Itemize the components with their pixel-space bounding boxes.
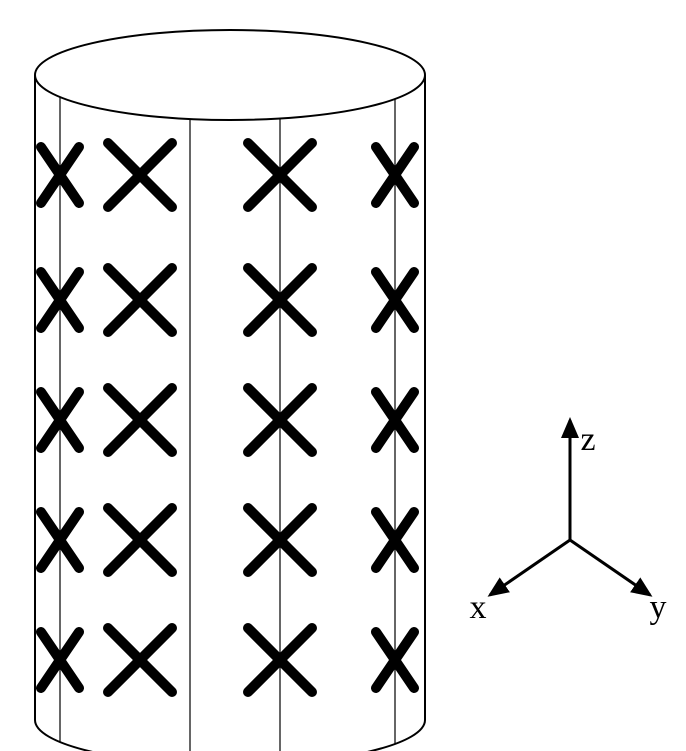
y-axis <box>570 540 650 595</box>
cylinder-diagram: z x y <box>0 0 686 751</box>
cylinder-top-ellipse <box>35 30 425 120</box>
z-axis-label: z <box>580 421 595 458</box>
cylinder <box>35 30 425 751</box>
x-axis <box>490 540 570 595</box>
cylinder-body <box>35 75 425 751</box>
x-axis-label: x <box>470 589 487 626</box>
y-axis-label: y <box>650 589 667 626</box>
coordinate-axes: z x y <box>470 420 667 626</box>
